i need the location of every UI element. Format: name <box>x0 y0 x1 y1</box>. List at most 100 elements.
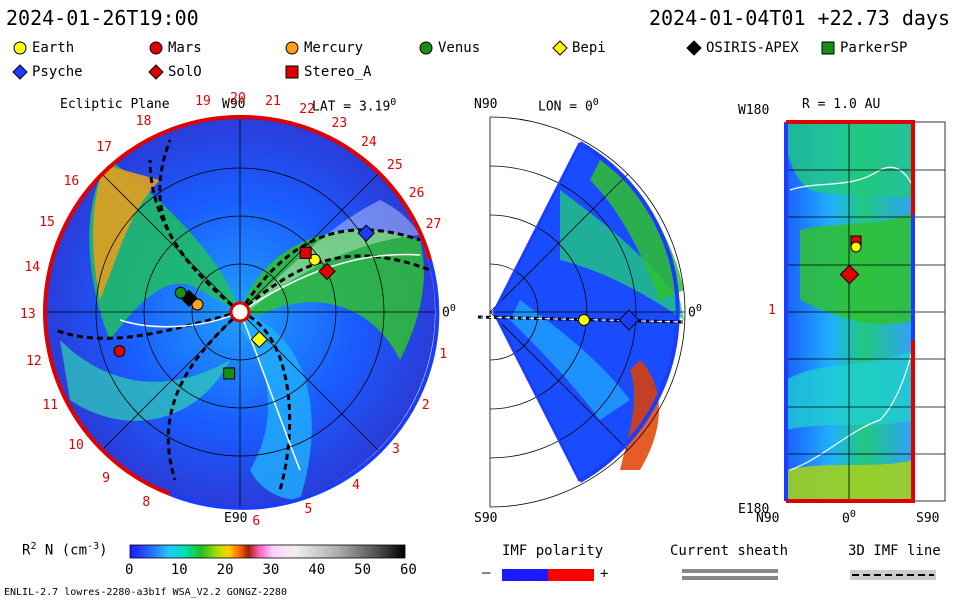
current-sheath-swatch <box>682 576 778 580</box>
polarity-rim <box>169 259 440 510</box>
ecliptic-marker-venus <box>174 286 187 299</box>
stream-band <box>240 229 424 360</box>
legend-symbol-square <box>821 41 835 55</box>
ecliptic-marker-mars <box>113 345 126 358</box>
legend-label: Stereo_A <box>304 64 372 80</box>
map-x-mid: 00 <box>842 509 856 527</box>
legend-item-osiris-apex: OSIRIS-APEX <box>686 40 799 56</box>
colorbar <box>129 544 406 559</box>
imf-line-swatch <box>850 570 936 580</box>
meridional-grid <box>489 116 686 508</box>
legend-label: Psyche <box>32 64 83 80</box>
ecliptic-top-label: W90 <box>222 97 246 112</box>
carrington-label: 23 <box>331 115 348 131</box>
polarity-rim <box>239 114 432 261</box>
carrington-label: 8 <box>142 495 151 511</box>
meridional-right-label: 00 <box>688 303 702 321</box>
stream-band <box>93 165 160 300</box>
meridional-psyche-marker <box>618 309 640 331</box>
legend-symbol-circle <box>149 41 163 55</box>
map-x-left: N90 <box>756 511 780 526</box>
meridional-edge <box>492 142 582 313</box>
ecliptic-marker-parkersp <box>223 367 236 380</box>
ecliptic-marker-stereo_a <box>299 246 312 259</box>
carrington-label: 25 <box>387 158 403 174</box>
legend-item-parkersp: ParkerSP <box>820 40 907 56</box>
carrington-label: 3 <box>391 442 400 458</box>
carrington-label: 27 <box>425 216 442 232</box>
carrington-label: 19 <box>195 94 211 110</box>
latlon-map-plot <box>784 120 946 503</box>
imf-polarity-positive <box>548 569 594 581</box>
sun-marker <box>229 301 251 323</box>
ecliptic-marker-bepi <box>250 330 268 349</box>
map-bottom-left: E180 <box>738 502 770 517</box>
ecliptic-plane-plot <box>43 114 440 510</box>
footer-model-info: ENLIL-2.7 lowres-2280-a3b1f WSA_V2.2 GON… <box>4 587 287 598</box>
ecliptic-marker-psyche <box>357 224 375 242</box>
legend-item-venus: Venus <box>418 40 480 56</box>
colorbar-tick-label: 10 <box>170 562 188 578</box>
ecliptic-marker-mercury <box>191 298 204 311</box>
carrington-label: 17 <box>96 140 112 156</box>
meridional-band <box>590 160 684 300</box>
legend-item-mercury: Mercury <box>284 40 363 56</box>
ecliptic-marker-solo <box>318 262 336 281</box>
legend-item-earth: Earth <box>12 40 74 56</box>
ecliptic-bottom-label: E90 <box>224 511 248 526</box>
legend-label: Earth <box>32 40 75 56</box>
ecliptic-lat: LAT = 3.190 <box>312 97 397 115</box>
map-band <box>786 122 915 200</box>
carrington-label: 20 <box>230 91 246 106</box>
carrington-label: 18 <box>135 114 152 130</box>
legend-label: Mars <box>168 40 202 56</box>
meridional-lon: LON = 00 <box>538 97 599 115</box>
carrington-label: 16 <box>63 174 80 190</box>
legend-label: ParkerSP <box>840 40 908 56</box>
carrington-label: 26 <box>408 185 425 201</box>
imf-3d-line-title: 3D IMF line <box>848 543 941 559</box>
imf-minus: – <box>482 565 491 581</box>
colorbar-tick-label: 60 <box>400 562 417 578</box>
legend-symbol-diamond <box>686 40 702 56</box>
stream-band <box>60 340 230 421</box>
legend-item-bepi: Bepi <box>552 40 606 56</box>
carrington-label: 2 <box>421 397 430 413</box>
ecliptic-objects <box>113 224 375 380</box>
carrington-label: 13 <box>20 306 36 322</box>
carrington-label: 15 <box>39 214 55 230</box>
map-earth-marker <box>850 241 862 253</box>
legend-label: Mercury <box>304 40 364 56</box>
legend-symbol-circle <box>13 41 27 55</box>
map-band <box>800 210 915 324</box>
legend-symbol-diamond <box>12 64 28 80</box>
legend-label: Bepi <box>572 40 606 56</box>
legend-symbol-diamond <box>552 40 568 56</box>
legend-item-mars: Mars <box>148 40 202 56</box>
legend-label: Venus <box>438 40 481 56</box>
legend-label: SolO <box>168 64 202 80</box>
meridional-bottom-label: S90 <box>474 511 498 526</box>
carrington-label: 5 <box>304 502 313 518</box>
legend-symbol-diamond <box>148 64 164 80</box>
carrington-label: 21 <box>265 93 281 109</box>
meridional-band <box>560 190 684 320</box>
imf-polarity-title: IMF polarity <box>502 543 604 559</box>
stream-band <box>240 200 420 312</box>
colorbar-tick-label: 40 <box>308 562 326 578</box>
map-band <box>786 350 915 430</box>
meridional-plane-plot <box>477 116 686 508</box>
ecliptic-marker-earth <box>308 253 321 266</box>
current-sheath-swatch <box>682 569 778 573</box>
ecliptic-title: Ecliptic Plane <box>60 97 170 112</box>
map-x-right: S90 <box>916 511 940 526</box>
run-time: 2024-01-04T01 +22.73 days <box>648 6 950 30</box>
colorbar-tick-label: 50 <box>354 562 372 578</box>
map-band <box>786 460 915 501</box>
carrington-label: 14 <box>24 259 41 275</box>
meridional-earth-marker <box>578 314 590 326</box>
meridional-top-label: N90 <box>474 97 498 112</box>
colorbar-tick-label: 30 <box>262 562 280 578</box>
meridional-rim <box>579 141 680 483</box>
map-top-left: W180 <box>738 103 770 118</box>
